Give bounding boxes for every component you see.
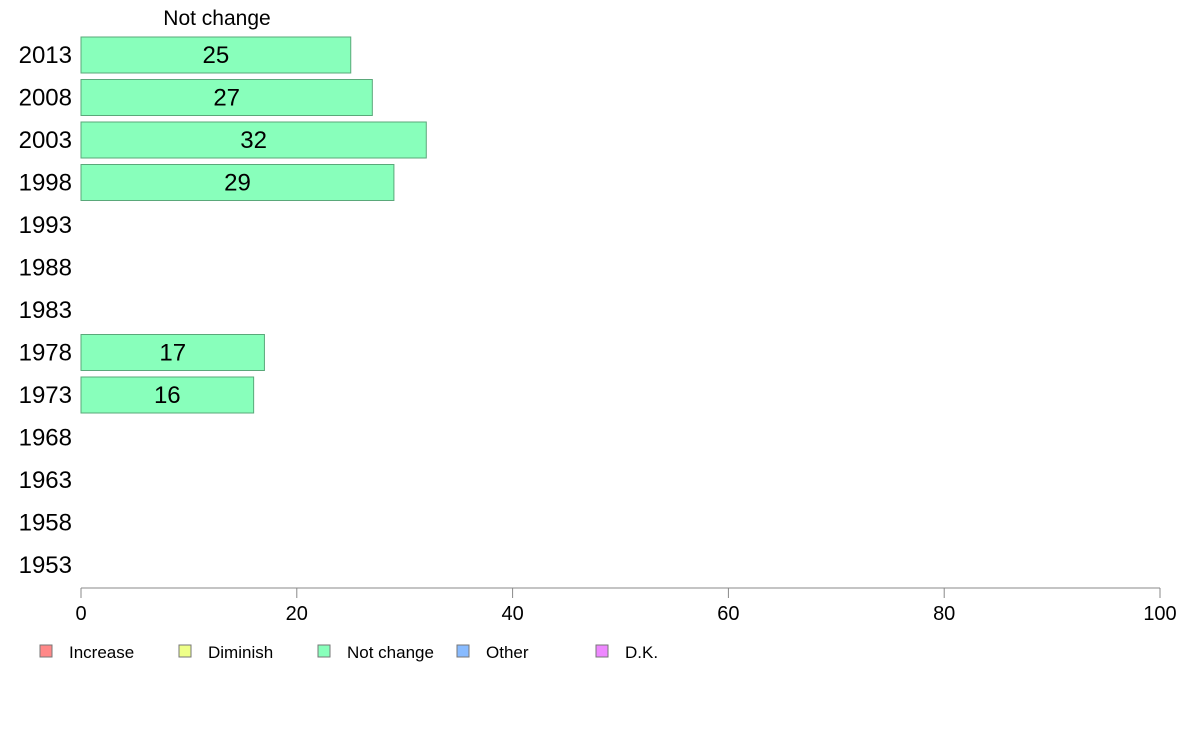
category-label: 1973 (19, 382, 72, 409)
x-tick-label: 40 (501, 603, 523, 625)
legend-item: Increase (39, 643, 134, 662)
legend-swatch (595, 644, 609, 658)
category-label: 1993 (19, 212, 72, 239)
category-label: 1963 (19, 467, 72, 494)
bar (80, 334, 265, 371)
bar-value-label: 25 (203, 42, 230, 69)
x-axis: 0 20 40 60 80 100 (75, 587, 1177, 625)
legend-item: Not change (317, 643, 434, 662)
legend-swatch (178, 644, 192, 658)
bar (80, 79, 373, 116)
legend-swatch (39, 644, 53, 658)
bar (80, 376, 255, 414)
bar-value-label: 16 (154, 382, 181, 409)
category-label: 1958 (19, 510, 72, 537)
category-label: 1968 (19, 425, 72, 452)
legend-label: D.K. (625, 643, 658, 662)
x-tick-label: 20 (286, 603, 308, 625)
bar-value-label: 32 (240, 127, 267, 154)
chart-title: Not change (163, 7, 270, 30)
bar-value-label: 27 (213, 85, 240, 112)
legend-label: Other (486, 643, 529, 662)
x-tick-label: 80 (933, 603, 955, 625)
category-label: 2013 (19, 42, 72, 69)
legend-swatch (456, 644, 470, 658)
category-label: 2008 (19, 85, 72, 112)
legend: Increase Diminish Not change Other D.K. (39, 643, 658, 662)
x-tick-label: 100 (1143, 603, 1176, 625)
legend-item: D.K. (595, 643, 658, 662)
category-label: 1983 (19, 297, 72, 324)
x-tick-label: 60 (717, 603, 739, 625)
bar (80, 121, 427, 159)
bar (80, 164, 395, 201)
category-label: 1988 (19, 255, 72, 282)
bar-value-label: 29 (224, 170, 251, 197)
x-tick-label: 0 (75, 603, 86, 625)
legend-label: Diminish (208, 643, 273, 662)
category-label: 1978 (19, 340, 72, 367)
legend-item: Other (456, 643, 529, 662)
category-labels: 2013 2008 2003 1998 1993 1988 1983 1978 1973 1968… (19, 42, 72, 579)
category-label: 1953 (19, 552, 72, 579)
bar (80, 36, 352, 74)
legend-label: Increase (69, 643, 134, 662)
legend-item: Diminish (178, 643, 273, 662)
category-label: 2003 (19, 127, 72, 154)
bar-value-label: 17 (159, 340, 186, 367)
category-label: 1998 (19, 170, 72, 197)
legend-swatch (317, 644, 331, 658)
legend-label: Not change (347, 643, 434, 662)
